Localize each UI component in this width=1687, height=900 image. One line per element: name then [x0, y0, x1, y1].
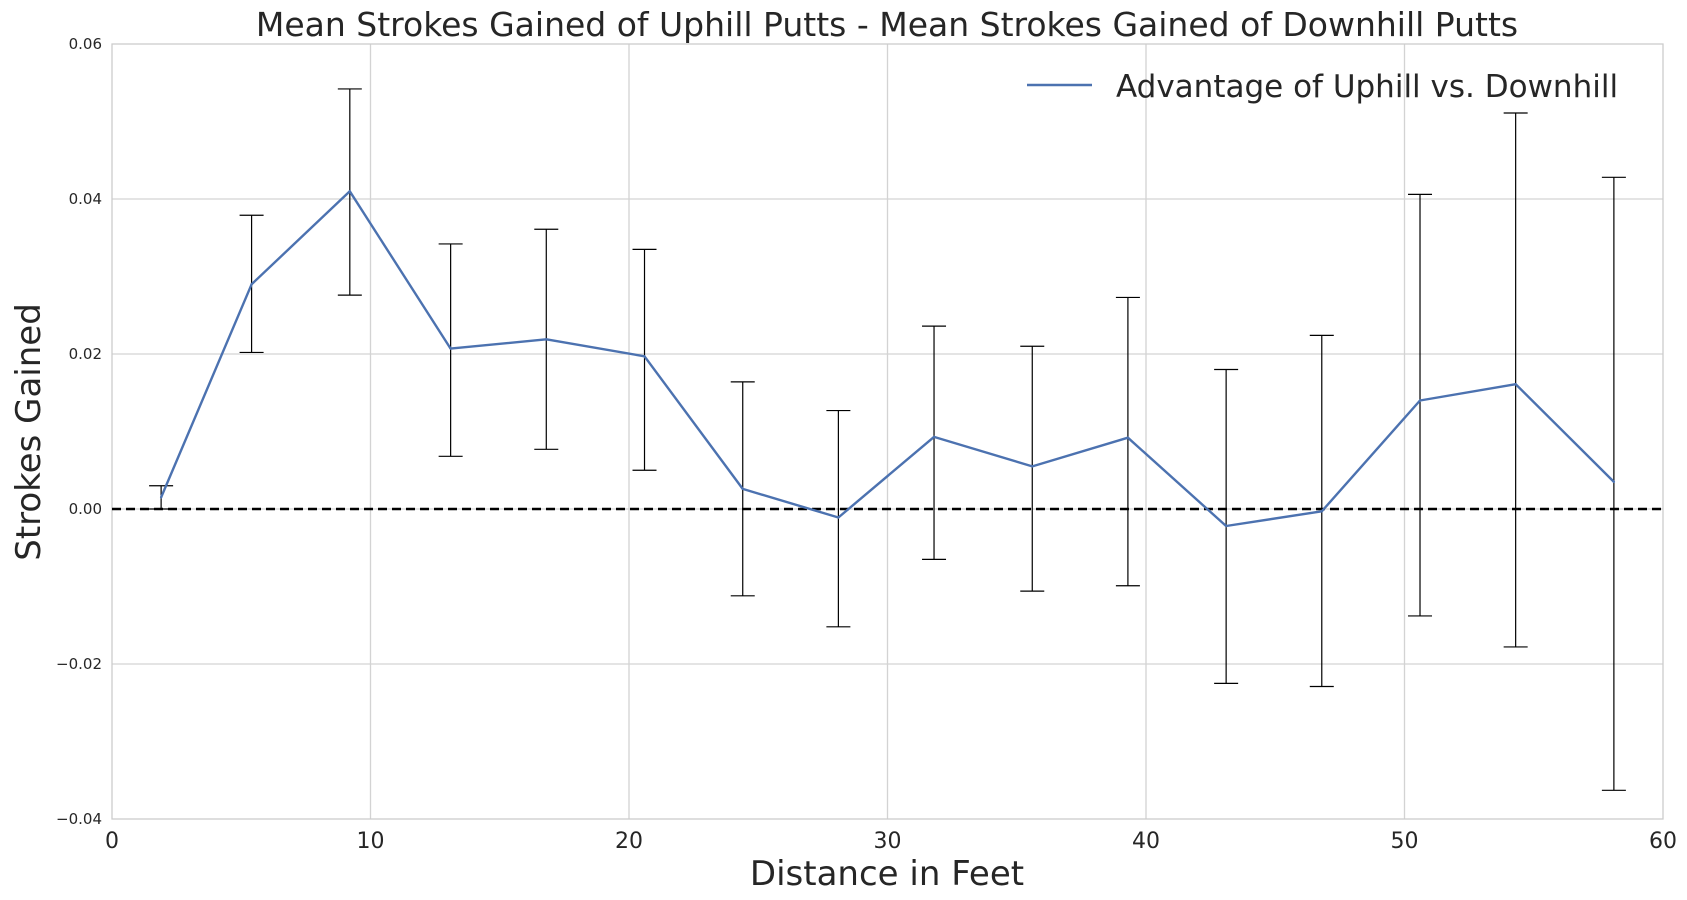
error-bar [1115, 296, 1140, 587]
x-tick-label: 30 [874, 829, 902, 854]
error-bar [632, 248, 657, 471]
x-tick-label: 40 [1132, 829, 1160, 854]
data-point [837, 516, 840, 519]
data-point [1612, 480, 1616, 484]
data-point [545, 338, 548, 341]
data-point [1320, 510, 1323, 513]
legend-label: Advantage of Uphill vs. Downhill [1116, 69, 1618, 105]
y-tick-label: 0.00 [69, 500, 102, 518]
x-tick-label: 0 [105, 829, 119, 854]
data-point [932, 435, 936, 439]
data-point [1514, 383, 1517, 386]
error-bar [1408, 193, 1433, 617]
y-tick-label: 0.04 [69, 190, 102, 208]
y-tick-label: −0.02 [56, 655, 102, 673]
error-bars [149, 88, 1626, 791]
y-tick-label: 0.06 [69, 35, 102, 53]
data-point [643, 355, 646, 358]
x-tick-label: 10 [357, 829, 385, 854]
error-bar [1020, 345, 1045, 592]
legend: Advantage of Uphill vs. Downhill [1027, 69, 1618, 105]
axis-frame [111, 43, 1664, 820]
error-bar [922, 325, 947, 560]
data-point [741, 487, 744, 491]
axes-border [111, 43, 1664, 820]
data-point [159, 496, 163, 499]
data-point [1418, 399, 1422, 402]
error-bar [1503, 112, 1528, 648]
data-point [449, 347, 452, 350]
y-tick-label: 0.02 [69, 345, 102, 363]
data-point [1224, 524, 1228, 528]
x-axis-label: Distance in Feet [750, 854, 1024, 894]
error-bar [1601, 176, 1626, 791]
data-point [348, 190, 352, 193]
chart-title: Mean Strokes Gained of Uphill Putts - Me… [256, 5, 1518, 44]
tick-labels: 0 10 20 30 40 50 60 −0.04 −0.02 0.00 0.02 0.04 0.06 [56, 35, 1677, 854]
series-line-advantage [159, 190, 1615, 528]
data-point [1126, 436, 1130, 439]
y-tick-label: −0.04 [56, 810, 102, 828]
data-point [250, 283, 253, 286]
y-axis-label: Strokes Gained [9, 303, 49, 561]
series-lines [159, 190, 1616, 528]
x-tick-label: 60 [1649, 829, 1677, 854]
x-tick-label: 20 [615, 829, 643, 854]
x-tick-label: 50 [1391, 829, 1419, 854]
error-bar [438, 243, 463, 457]
data-point [1031, 465, 1034, 468]
